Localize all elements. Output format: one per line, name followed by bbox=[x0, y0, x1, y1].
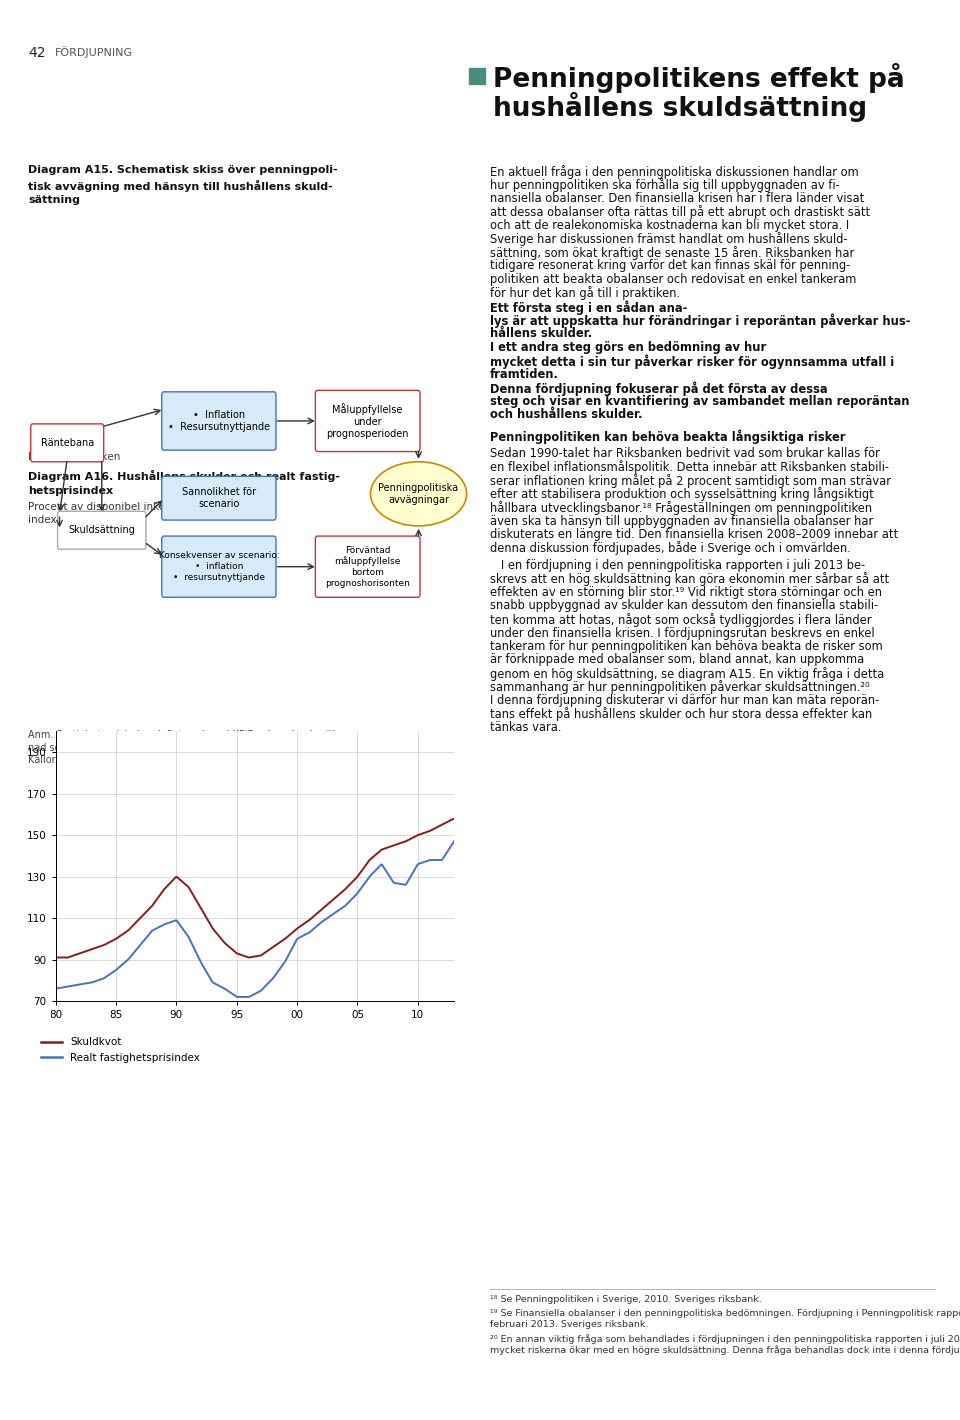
Text: En aktuell fråga i den penningpolitiska diskussionen handlar om: En aktuell fråga i den penningpolitiska … bbox=[490, 165, 859, 179]
Text: ¹⁹ Se Finansiella obalanser i den penningpolitiska bedömningen. Fördjupning i Pe: ¹⁹ Se Finansiella obalanser i den pennin… bbox=[490, 1309, 960, 1318]
Text: en flexibel inflationsmålspolitik. Detta innebär att Riksbanken stabili-: en flexibel inflationsmålspolitik. Detta… bbox=[490, 460, 889, 474]
Text: Sverige har diskussionen främst handlat om hushållens skuld-: Sverige har diskussionen främst handlat … bbox=[490, 233, 848, 247]
Text: och att de realekonomiska kostnaderna kan bli mycket stora. I: och att de realekonomiska kostnaderna ka… bbox=[490, 219, 850, 231]
Text: Sedan 1990-talet har Riksbanken bedrivit vad som brukar kallas för: Sedan 1990-talet har Riksbanken bedrivit… bbox=[490, 447, 880, 460]
Text: •  Inflation
•  Resursutnyttjande: • Inflation • Resursutnyttjande bbox=[168, 410, 270, 432]
Text: Skuldsättning: Skuldsättning bbox=[68, 525, 135, 535]
Text: ten komma att hotas, något som också tydliggjordes i flera länder: ten komma att hotas, något som också tyd… bbox=[490, 613, 872, 628]
Text: hur penningpolitiken ska förhålla sig till uppbyggnaden av fi-: hur penningpolitiken ska förhålla sig ti… bbox=[490, 179, 840, 193]
Text: 42: 42 bbox=[28, 45, 45, 60]
Text: hållens skulder.: hållens skulder. bbox=[490, 327, 592, 339]
Text: Diagram A15. Schematisk skiss över penningpoli-
tisk avvägning med hänsyn till h: Diagram A15. Schematisk skiss över penni… bbox=[28, 165, 338, 206]
Text: I ett andra steg görs en bedömning av hur: I ett andra steg görs en bedömning av hu… bbox=[490, 341, 766, 354]
Text: I denna fördjupning diskuterar vi därför hur man kan mäta reporän-: I denna fördjupning diskuterar vi därför… bbox=[490, 694, 879, 707]
Text: Denna fördjupning fokuserar på det första av dessa: Denna fördjupning fokuserar på det först… bbox=[490, 381, 828, 396]
Text: I en fördjupning i den penningpolitiska rapporten i juli 2013 be-: I en fördjupning i den penningpolitiska … bbox=[490, 559, 865, 572]
Text: sättning, som ökat kraftigt de senaste 15 åren. Riksbanken har: sättning, som ökat kraftigt de senaste 1… bbox=[490, 246, 854, 260]
Text: mycket riskerna ökar med en högre skuldsättning. Denna fråga behandlas dock inte: mycket riskerna ökar med en högre skulds… bbox=[490, 1345, 960, 1355]
Text: för hur det kan gå till i praktiken.: för hur det kan gå till i praktiken. bbox=[490, 287, 680, 301]
Text: även ska ta hänsyn till uppbyggnaden av finansiella obalanser har: även ska ta hänsyn till uppbyggnaden av … bbox=[490, 514, 874, 527]
Text: efter att stabilisera produktion och sysselsättning kring långsiktigt: efter att stabilisera produktion och sys… bbox=[490, 487, 874, 501]
Text: snabb uppbyggnad av skulder kan dessutom den finansiella stabili-: snabb uppbyggnad av skulder kan dessutom… bbox=[490, 599, 878, 612]
Bar bbox=[469, 68, 485, 84]
FancyBboxPatch shape bbox=[315, 391, 420, 452]
Text: FÖRDJUPNING: FÖRDJUPNING bbox=[55, 45, 133, 58]
Text: tänkas vara.: tänkas vara. bbox=[490, 721, 562, 734]
Text: är förknippade med obalanser som, bland annat, kan uppkomma: är förknippade med obalanser som, bland … bbox=[490, 653, 864, 666]
Text: sammanhang är hur penningpolitiken påverkar skuldsättningen.²⁰: sammanhang är hur penningpolitiken påver… bbox=[490, 680, 870, 694]
Text: och hushållens skulder.: och hushållens skulder. bbox=[490, 408, 642, 420]
FancyBboxPatch shape bbox=[58, 511, 146, 550]
Text: index, 2000 kv1 = 100: index, 2000 kv1 = 100 bbox=[28, 515, 146, 525]
Text: Procent av disponibel inkomst respektive: Procent av disponibel inkomst respektive bbox=[28, 503, 243, 513]
Text: genom en hög skuldsättning, se diagram A15. En viktig fråga i detta: genom en hög skuldsättning, se diagram A… bbox=[490, 667, 884, 682]
FancyBboxPatch shape bbox=[161, 537, 276, 598]
Text: tidigare resonerat kring varför det kan finnas skäl för penning-: tidigare resonerat kring varför det kan … bbox=[490, 260, 851, 273]
Text: att dessa obalanser ofta rättas till på ett abrupt och drastiskt sätt: att dessa obalanser ofta rättas till på … bbox=[490, 206, 870, 220]
Text: februari 2013. Sveriges riksbank.: februari 2013. Sveriges riksbank. bbox=[490, 1321, 648, 1329]
Text: Räntebana: Räntebana bbox=[40, 437, 94, 447]
Text: Förväntad
måluppfyllelse
bortom
prognoshorisonten: Förväntad måluppfyllelse bortom prognosh… bbox=[325, 545, 410, 588]
Text: ¹⁸ Se Penningpolitiken i Sverige, 2010. Sveriges riksbank.: ¹⁸ Se Penningpolitiken i Sverige, 2010. … bbox=[490, 1295, 761, 1304]
Text: diskuterats en längre tid. Den finansiella krisen 2008–2009 innebar att: diskuterats en längre tid. Den finansiel… bbox=[490, 528, 899, 541]
Text: effekten av en störning blir stor.¹⁹ Vid riktigt stora störningar och en: effekten av en störning blir stor.¹⁹ Vid… bbox=[490, 586, 882, 599]
Text: Sannolikhet för
scenario: Sannolikhet för scenario bbox=[181, 487, 256, 510]
Text: framtiden.: framtiden. bbox=[490, 368, 559, 381]
Text: Penningpolitiken kan behöva beakta långsiktiga risker: Penningpolitiken kan behöva beakta långs… bbox=[490, 429, 846, 444]
Text: nansiella obalanser. Den finansiella krisen har i flera länder visat: nansiella obalanser. Den finansiella kri… bbox=[490, 192, 864, 204]
Text: lys är att uppskatta hur förändringar i reporäntan påverkar hus-: lys är att uppskatta hur förändringar i … bbox=[490, 314, 910, 328]
Text: tans effekt på hushållens skulder och hur stora dessa effekter kan: tans effekt på hushållens skulder och hu… bbox=[490, 707, 873, 721]
Text: Penningpolitiska
avvägningar: Penningpolitiska avvägningar bbox=[378, 483, 459, 506]
Text: Måluppfyllelse
under
prognosperioden: Måluppfyllelse under prognosperioden bbox=[326, 403, 409, 439]
Text: hushållens skuldsättning: hushållens skuldsättning bbox=[493, 92, 867, 122]
Text: serar inflationen kring målet på 2 procent samtidigt som man strävar: serar inflationen kring målet på 2 proce… bbox=[490, 474, 891, 488]
Text: under den finansiella krisen. I fördjupningsrutan beskrevs en enkel: under den finansiella krisen. I fördjupn… bbox=[490, 626, 875, 639]
Text: Källa: Riksbanken: Källa: Riksbanken bbox=[28, 452, 120, 462]
Text: tankeram för hur penningpolitiken kan behöva beakta de risker som: tankeram för hur penningpolitiken kan be… bbox=[490, 640, 883, 653]
Text: steg och visar en kvantifiering av sambandet mellan reporäntan: steg och visar en kvantifiering av samba… bbox=[490, 395, 909, 408]
Text: Källor: SCB och Riksbanken: Källor: SCB och Riksbanken bbox=[28, 755, 161, 765]
Text: Diagram A16. Hushållens skulder och realt fastig-
hetsprisindex: Diagram A16. Hushållens skulder och real… bbox=[28, 470, 340, 496]
FancyBboxPatch shape bbox=[161, 392, 276, 450]
Text: Anm. Fastighetsprisindex deflaterad med KPIF och sedan beräk-
nad som index 2000: Anm. Fastighetsprisindex deflaterad med … bbox=[28, 730, 341, 753]
Text: Konsekvenser av scenario:
•  inflation
•  resursutnyttjande: Konsekvenser av scenario: • inflation • … bbox=[158, 551, 279, 582]
Text: ²⁰ En annan viktig fråga som behandlades i fördjupningen i den penningpolitiska : ²⁰ En annan viktig fråga som behandlades… bbox=[490, 1333, 960, 1343]
Text: denna diskussion fördjupades, både i Sverige och i omvärlden.: denna diskussion fördjupades, både i Sve… bbox=[490, 541, 851, 555]
Text: Penningpolitikens effekt på: Penningpolitikens effekt på bbox=[493, 62, 904, 94]
Ellipse shape bbox=[371, 462, 467, 525]
Text: mycket detta i sin tur påverkar risker för ogynnsamma utfall i: mycket detta i sin tur påverkar risker f… bbox=[490, 354, 895, 369]
Text: skrevs att en hög skuldsättning kan göra ekonomin mer sårbar så att: skrevs att en hög skuldsättning kan göra… bbox=[490, 572, 889, 586]
Text: politiken att beakta obalanser och redovisat en enkel tankeram: politiken att beakta obalanser och redov… bbox=[490, 273, 856, 285]
Text: hållbara utvecklingsbanor.¹⁸ Frågeställningen om penningpolitiken: hållbara utvecklingsbanor.¹⁸ Frågeställn… bbox=[490, 501, 872, 515]
Text: Ett första steg i en sådan ana-: Ett första steg i en sådan ana- bbox=[490, 300, 687, 315]
Legend: Skuldkvot, Realt fastighetsprisindex: Skuldkvot, Realt fastighetsprisindex bbox=[37, 1034, 204, 1066]
FancyBboxPatch shape bbox=[315, 537, 420, 598]
FancyBboxPatch shape bbox=[31, 423, 104, 462]
FancyBboxPatch shape bbox=[161, 476, 276, 520]
